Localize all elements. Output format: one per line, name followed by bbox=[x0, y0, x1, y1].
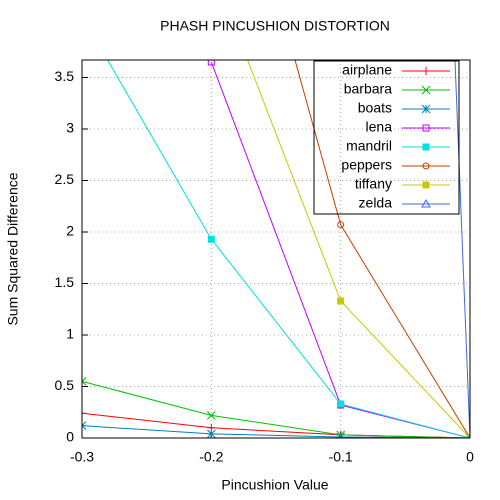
marker bbox=[421, 104, 431, 114]
y-tick-label: 1.5 bbox=[55, 274, 75, 290]
marker bbox=[337, 297, 345, 305]
y-tick-label: 2.5 bbox=[55, 171, 75, 187]
legend-label: airplane bbox=[342, 62, 392, 78]
y-tick-label: 3.5 bbox=[55, 68, 75, 84]
y-tick-label: 2 bbox=[66, 223, 74, 239]
marker bbox=[421, 85, 431, 95]
series-line bbox=[210, 61, 470, 438]
y-tick-label: 1 bbox=[66, 326, 74, 342]
marker bbox=[206, 429, 216, 438]
series-line bbox=[82, 380, 470, 438]
x-axis-label: Pincushion Value bbox=[221, 477, 328, 493]
marker bbox=[82, 409, 86, 418]
legend: airplane barbara boats lena mandril peppers ti… bbox=[313, 60, 460, 215]
marker bbox=[82, 376, 87, 386]
legend-box bbox=[313, 60, 460, 215]
y-tick-label: 3 bbox=[66, 120, 74, 136]
marker bbox=[207, 235, 215, 243]
series-line bbox=[82, 425, 470, 438]
legend-label: peppers bbox=[341, 157, 392, 173]
marker bbox=[422, 143, 430, 151]
series-line bbox=[107, 60, 470, 438]
x-tick-label: -0.3 bbox=[70, 449, 94, 465]
y-tick-label: 0 bbox=[66, 429, 74, 445]
legend-label: boats bbox=[358, 100, 392, 116]
series-line bbox=[294, 60, 470, 438]
plot-area bbox=[79, 13, 470, 438]
marker bbox=[337, 221, 345, 229]
marker bbox=[207, 60, 215, 66]
y-tick-label: 0.5 bbox=[55, 377, 75, 393]
marker bbox=[422, 162, 430, 170]
x-tick-label: -0.2 bbox=[199, 449, 223, 465]
chart-title: PHASH PINCUSHION DISTORTION bbox=[160, 18, 390, 34]
marker bbox=[421, 198, 431, 208]
marker bbox=[422, 124, 430, 132]
plot-border bbox=[81, 59, 471, 439]
legend-label: barbara bbox=[344, 81, 392, 97]
x-tick-label: -0.1 bbox=[329, 449, 353, 465]
marker bbox=[206, 410, 216, 420]
series-line bbox=[82, 412, 470, 438]
legend-label: tiffany bbox=[355, 176, 392, 192]
x-tick-label: 0 bbox=[466, 449, 474, 465]
marker bbox=[337, 400, 345, 408]
legend-label: zelda bbox=[359, 195, 393, 211]
y-axis-label: Sum Squared Difference bbox=[5, 172, 21, 325]
marker bbox=[422, 181, 430, 189]
marker bbox=[422, 67, 430, 75]
marker bbox=[79, 13, 85, 19]
legend-label: lena bbox=[366, 119, 393, 135]
legend-label: mandril bbox=[346, 138, 392, 154]
marker bbox=[336, 432, 346, 438]
